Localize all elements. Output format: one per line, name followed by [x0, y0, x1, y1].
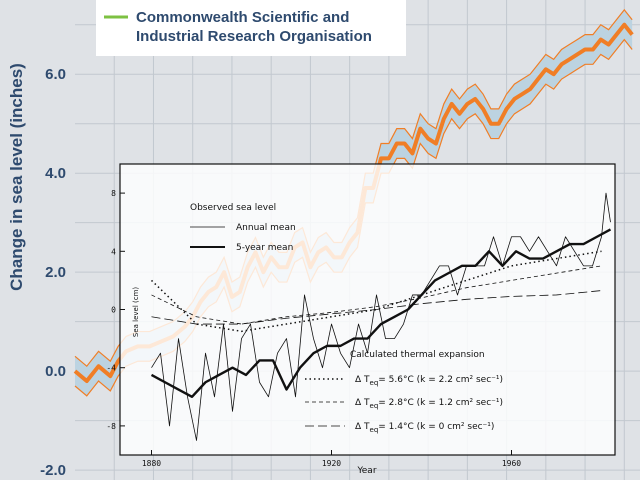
thermal-label-2-sub: eq — [370, 402, 379, 410]
thermal-label-1-rest: = 5.6°C (k = 2.2 cm² sec⁻¹) — [378, 375, 503, 385]
thermal-expansion-title: Calculated thermal expansion — [350, 350, 485, 360]
inset-chart: 8 4 0 -4 -8 1880 1920 1960 Observed sea level A… — [106, 163, 616, 476]
legend-label-line2: Industrial Research Organisation — [136, 28, 372, 45]
inset-legend-title: Observed sea level — [190, 203, 276, 213]
y-tick-label: 2.0 — [45, 264, 66, 281]
thermal-label-3-sub: eq — [370, 426, 379, 434]
thermal-label-2-main: Δ T — [355, 398, 370, 408]
legend-box — [96, 0, 406, 56]
inset-y-tick-label: -8 — [106, 422, 116, 431]
inset-y-tick-label: 0 — [111, 306, 116, 315]
thermal-label-2-rest: = 2.8°C (k = 1.2 cm² sec⁻¹) — [378, 398, 503, 408]
thermal-label-3: Δ Teq= 1.4°C (k = 0 cm² sec⁻¹) — [355, 422, 494, 434]
legend-label-line1: Commonwealth Scientific and — [136, 9, 349, 26]
inset-x-axis-title: Year — [356, 466, 376, 476]
thermal-label-3-rest: = 1.4°C (k = 0 cm² sec⁻¹) — [378, 422, 494, 432]
y-tick-label: 0.0 — [45, 363, 66, 380]
thermal-label-1-main: Δ T — [355, 375, 370, 385]
thermal-label-1: Δ Teq= 5.6°C (k = 2.2 cm² sec⁻¹) — [355, 375, 503, 387]
inset-series-thin — [151, 192, 611, 441]
five-year-legend-label: 5-year mean — [236, 243, 293, 253]
inset-background — [120, 164, 615, 455]
inset-y-tick-label: 8 — [111, 189, 116, 198]
inset-lines — [150, 192, 612, 441]
thermal-label-3-main: Δ T — [355, 422, 370, 432]
y-tick-label: 6.0 — [45, 66, 66, 83]
inset-y-tick-label: 4 — [111, 247, 116, 256]
thermal-label-1-sub: eq — [370, 379, 379, 387]
inset-x-tick-label: 1880 — [142, 459, 161, 468]
inset-series-dashed — [151, 265, 602, 325]
y-tick-label: -2.0 — [40, 462, 66, 479]
inset-series-longdash — [151, 290, 602, 325]
legend: Commonwealth Scientific and Industrial R… — [96, 0, 406, 56]
annual-legend-label: Annual mean — [236, 223, 296, 233]
inset-series-thick — [150, 228, 612, 398]
y-axis-title: Change in sea level (inches) — [7, 63, 26, 291]
y-tick-label: 4.0 — [45, 165, 66, 182]
inset-y-axis-title: Sea level (cm) — [132, 287, 140, 338]
inset-y-tick-label: -4 — [106, 364, 116, 373]
thermal-label-2: Δ Teq= 2.8°C (k = 1.2 cm² sec⁻¹) — [355, 398, 503, 410]
inset-x-tick-label: 1920 — [322, 459, 341, 468]
outer-y-ticks: 6.0 4.0 2.0 0.0 -2.0 — [40, 66, 66, 479]
inset-x-tick-label: 1960 — [502, 459, 521, 468]
inset-ticks: 8 4 0 -4 -8 1880 1920 1960 — [106, 189, 521, 468]
